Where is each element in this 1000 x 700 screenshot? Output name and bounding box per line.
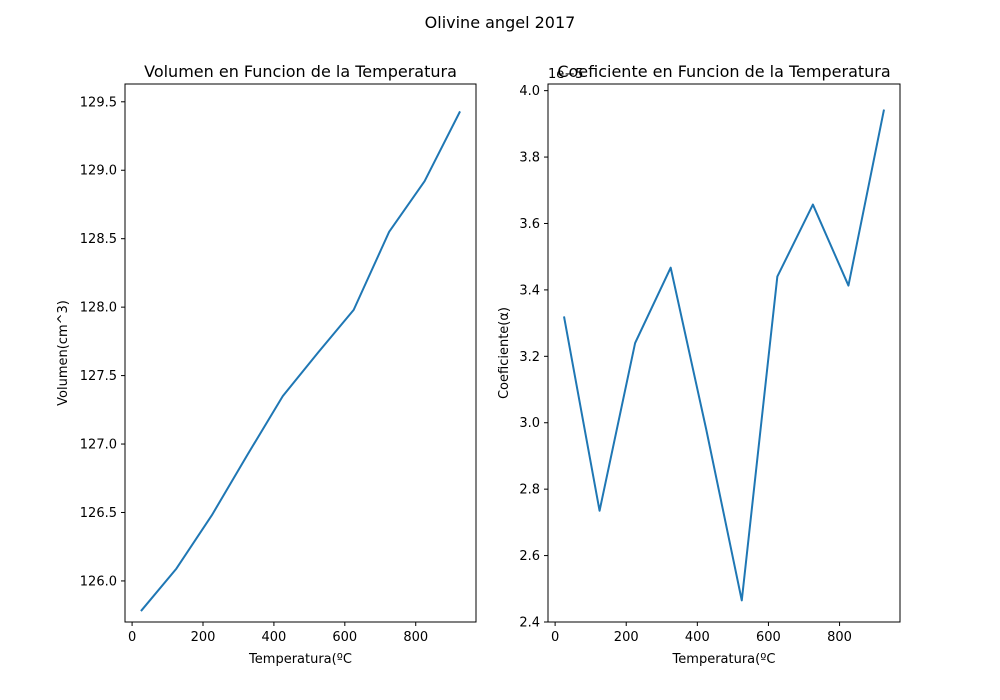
y-axis-label-0: Volumen(cm^3) [56,300,71,406]
x-tick-label-0-1: 200 [191,630,216,645]
series-line-0-0 [140,110,461,612]
x-axis-label-0: Temperatura(ºC [248,652,352,667]
y-tick-label-0-3: 127.5 [80,369,117,384]
y-tick-label-0-6: 129.0 [80,164,117,179]
x-tick-label-1-1: 200 [614,630,639,645]
y-tick-label-0-0: 126.0 [80,574,117,589]
y-tick-label-1-6: 3.6 [519,217,540,232]
x-tick-label-0-3: 600 [332,630,357,645]
y-tick-label-1-7: 3.8 [519,151,540,166]
x-tick-label-1-2: 400 [685,630,710,645]
x-tick-label-1-0: 0 [551,630,559,645]
y-tick-label-0-7: 129.5 [80,95,117,110]
figure-title: Olivine angel 2017 [425,13,576,32]
y-tick-label-1-3: 3.0 [519,416,540,431]
axes-frame-1 [547,83,901,623]
x-tick-label-0-4: 800 [403,630,428,645]
y-tick-label-0-4: 128.0 [80,301,117,316]
y-offset-label-1: 1e−5 [548,67,583,82]
y-tick-label-1-4: 3.2 [519,350,540,365]
x-tick-label-1-4: 800 [827,630,852,645]
y-tick-label-1-0: 2.4 [519,616,540,631]
y-tick-label-1-2: 2.8 [519,483,540,498]
y-tick-label-1-8: 4.0 [519,84,540,99]
x-axis-label-1: Temperatura(ºC [672,652,776,667]
x-tick-label-0-0: 0 [128,630,136,645]
x-tick-label-1-3: 600 [756,630,781,645]
series-line-1-0 [563,109,885,602]
y-tick-label-1-1: 2.6 [519,549,540,564]
chart-title-0: Volumen en Funcion de la Temperatura [144,62,457,81]
y-tick-label-0-1: 126.5 [80,506,117,521]
y-tick-label-1-5: 3.4 [519,283,540,298]
y-axis-label-1: Coeficiente(α) [497,307,512,399]
axes-frame-0 [124,83,477,623]
chart-title-1: Coeficiente en Funcion de la Temperatura [557,62,890,81]
y-tick-label-0-5: 128.5 [80,232,117,247]
y-tick-label-0-2: 127.0 [80,438,117,453]
x-tick-label-0-2: 400 [261,630,286,645]
